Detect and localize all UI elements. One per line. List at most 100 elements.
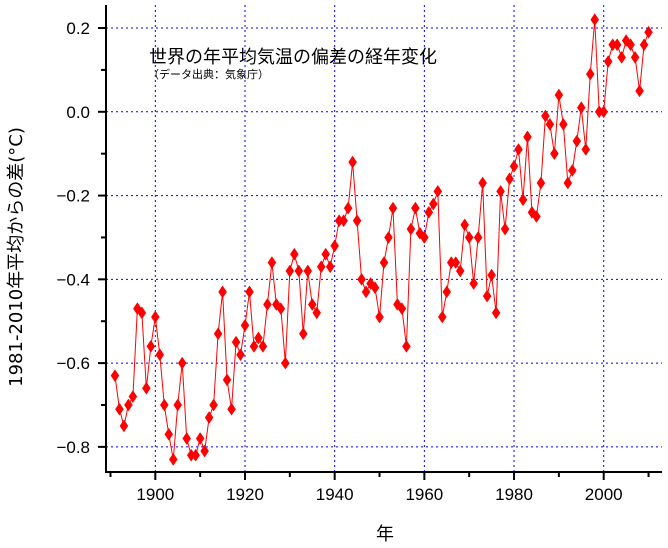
x-tick-label: 1960 bbox=[405, 485, 443, 504]
data-point-1893 bbox=[119, 419, 129, 433]
data-point-1902 bbox=[159, 398, 169, 412]
data-point-1910 bbox=[195, 432, 205, 445]
data-point-1933 bbox=[298, 327, 308, 341]
data-point-1980 bbox=[509, 159, 519, 173]
y-axis-title: 1981-2010年平均からの差(°C) bbox=[6, 127, 27, 387]
data-point-1969 bbox=[460, 218, 470, 232]
series-line bbox=[114, 19, 650, 460]
y-tick-label: −0.8 bbox=[56, 438, 90, 457]
data-point-1944 bbox=[348, 155, 357, 169]
data-point-1958 bbox=[411, 201, 420, 215]
data-point-1932 bbox=[294, 264, 304, 278]
data-point-1978 bbox=[500, 222, 510, 236]
data-point-2006 bbox=[626, 38, 635, 52]
data-point-1947 bbox=[361, 285, 371, 299]
data-point-1967 bbox=[451, 256, 461, 270]
data-point-1979 bbox=[505, 172, 514, 186]
y-tick-label: 0.2 bbox=[66, 19, 90, 38]
chart-subtitle: （データ出典：気象庁） bbox=[148, 67, 269, 81]
data-point-1905 bbox=[173, 398, 183, 412]
data-point-1943 bbox=[343, 201, 353, 215]
data-point-1920 bbox=[240, 318, 250, 332]
data-point-1913 bbox=[209, 398, 218, 412]
data-point-1981 bbox=[514, 143, 523, 156]
data-point-1923 bbox=[254, 331, 263, 345]
data-point-1986 bbox=[536, 176, 546, 190]
data-point-1904 bbox=[168, 452, 178, 466]
tick-labels: 1900 1920 1940 1960 1980 2000 −0.8 −0.6 −0.4 −0.2… bbox=[56, 19, 622, 504]
data-point-1993 bbox=[568, 163, 577, 177]
data-point-1946 bbox=[357, 272, 366, 286]
data-point-1974 bbox=[482, 289, 492, 303]
data-point-1961 bbox=[424, 205, 434, 219]
data-point-1991 bbox=[559, 117, 568, 131]
y-tick-label: 0.0 bbox=[66, 103, 90, 122]
data-point-1906 bbox=[177, 356, 187, 370]
data-point-2004 bbox=[617, 50, 626, 64]
data-point-1891 bbox=[110, 369, 120, 383]
data-point-2008 bbox=[635, 84, 644, 98]
data-point-1895 bbox=[128, 390, 138, 404]
data-point-1907 bbox=[182, 432, 192, 445]
data-point-1942 bbox=[339, 214, 348, 228]
data-point-1892 bbox=[115, 402, 124, 416]
data-point-1989 bbox=[550, 147, 559, 161]
data-point-1968 bbox=[455, 264, 465, 278]
data-point-1919 bbox=[236, 348, 245, 362]
data-point-2010 bbox=[644, 25, 653, 39]
data-point-1990 bbox=[554, 88, 564, 102]
y-tick-label: −0.4 bbox=[56, 270, 90, 289]
data-point-1917 bbox=[227, 402, 236, 416]
y-tick-label: −0.6 bbox=[56, 354, 90, 373]
data-point-1937 bbox=[316, 260, 326, 274]
data-point-1977 bbox=[496, 184, 505, 198]
chart-title: 世界の年平均気温の偏差の経年変化 bbox=[149, 47, 437, 68]
data-point-1921 bbox=[245, 285, 254, 299]
data-point-1900 bbox=[151, 310, 160, 324]
data-point-1955 bbox=[397, 302, 407, 316]
series-annual-anomaly bbox=[114, 19, 650, 460]
data-point-1929 bbox=[281, 356, 290, 370]
data-point-1972 bbox=[473, 231, 483, 244]
data-point-1936 bbox=[312, 306, 322, 320]
x-tick-label: 2000 bbox=[585, 485, 623, 504]
x-tick-label: 1920 bbox=[226, 485, 264, 504]
data-point-1970 bbox=[464, 231, 474, 244]
data-point-1915 bbox=[218, 285, 227, 299]
data-point-1898 bbox=[142, 381, 151, 395]
data-point-1995 bbox=[576, 101, 586, 115]
data-point-1983 bbox=[523, 130, 532, 144]
tick-marks bbox=[98, 27, 650, 480]
data-point-1951 bbox=[379, 256, 389, 270]
data-point-1964 bbox=[437, 310, 447, 324]
data-point-1894 bbox=[124, 398, 133, 412]
data-point-1976 bbox=[491, 306, 501, 320]
x-tick-label: 1980 bbox=[495, 485, 533, 504]
data-point-1997 bbox=[585, 67, 595, 81]
x-axis-title: 年 bbox=[376, 524, 394, 545]
data-point-2001 bbox=[603, 55, 613, 68]
data-point-2000 bbox=[599, 105, 609, 119]
data-point-1971 bbox=[469, 277, 478, 290]
data-point-1988 bbox=[545, 117, 555, 131]
data-point-1940 bbox=[330, 239, 339, 253]
data-point-1931 bbox=[290, 247, 299, 261]
data-point-1957 bbox=[406, 222, 416, 236]
data-point-1987 bbox=[541, 109, 550, 123]
data-point-1960 bbox=[420, 231, 429, 244]
data-point-1994 bbox=[572, 134, 582, 148]
data-point-1975 bbox=[487, 268, 496, 282]
data-point-1998 bbox=[590, 13, 600, 27]
data-point-1938 bbox=[321, 247, 331, 261]
data-point-1963 bbox=[433, 184, 443, 198]
x-tick-label: 1940 bbox=[316, 485, 354, 504]
data-point-1952 bbox=[384, 231, 393, 244]
data-point-1901 bbox=[155, 348, 165, 362]
data-point-1899 bbox=[146, 339, 156, 353]
data-point-1897 bbox=[137, 306, 147, 320]
data-point-1909 bbox=[191, 448, 200, 462]
data-point-1949 bbox=[370, 281, 380, 295]
data-point-1973 bbox=[478, 176, 487, 190]
data-point-1928 bbox=[276, 302, 286, 316]
